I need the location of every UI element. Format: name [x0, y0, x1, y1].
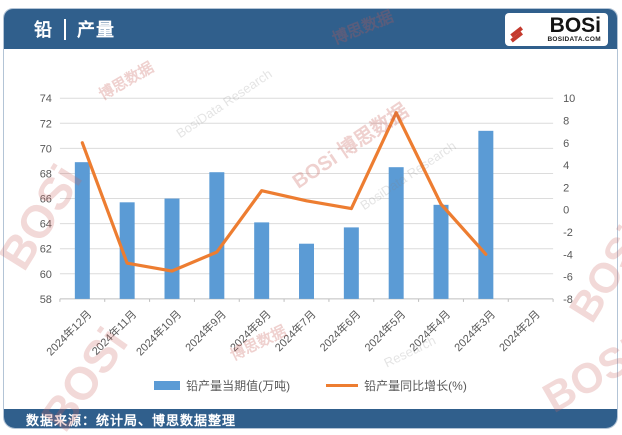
- bosi-logo: BOSi BOSIDATA.COM: [505, 12, 608, 46]
- title-divider: [64, 18, 66, 40]
- bar: [119, 202, 135, 299]
- trend-line: [80, 111, 488, 273]
- legend-line-label: 铅产量同比增长(%): [364, 379, 467, 393]
- bar: [299, 243, 314, 299]
- left-axis-tick-label: 64: [40, 219, 52, 231]
- bar: [209, 172, 225, 299]
- left-axis-tick-label: 68: [40, 168, 52, 180]
- card-header: 铅 产量 BOSi BOSIDATA.COM: [4, 9, 617, 49]
- x-axis-label: 2024年8月: [227, 307, 274, 354]
- legend-line-swatch: [326, 384, 359, 387]
- title-name: 产量: [77, 20, 115, 40]
- combo-chart: 586062646668707274-8-6-4-202468102024年12…: [40, 93, 576, 358]
- left-axis-tick-label: 72: [40, 118, 52, 130]
- logo-main: BOSi BOSIDATA.COM: [547, 15, 601, 44]
- bar: [343, 227, 359, 299]
- logo-text: BOSi: [549, 13, 601, 37]
- page-title: 铅 产量: [34, 16, 115, 42]
- right-axis-tick-label: 6: [563, 138, 569, 150]
- chart-area: 58 60 62 64 66 68 70 72 74 -8 -6 -4 -2 0 2 4 6 8 10 2024年12…: [4, 49, 617, 409]
- bar: [478, 130, 494, 299]
- card-footer: 数据来源：统计局、博思数据整理: [4, 409, 617, 428]
- x-axis-label: 2024年7月: [272, 307, 319, 354]
- x-axis-label: 2024年12月: [43, 307, 94, 358]
- left-axis-tick-label: 62: [40, 244, 52, 256]
- x-axis-label: 2024年11月: [89, 307, 140, 358]
- chart-card: 铅 产量 BOSi BOSIDATA.COM 58 60 62 64 66 68 70 72 7…: [3, 8, 618, 429]
- legend-bar-swatch: [154, 381, 181, 390]
- x-axis-label: 2024年2月: [496, 307, 543, 354]
- legend-bar-label: 铅产量当期值(万吨): [186, 379, 291, 393]
- title-prefix: 铅: [34, 20, 53, 40]
- right-axis-tick-label: 10: [563, 93, 575, 105]
- right-axis-tick-label: -6: [563, 272, 573, 284]
- right-axis-tick-label: 4: [563, 160, 569, 172]
- x-axis-label: 2024年9月: [182, 307, 229, 354]
- logo-slashes-icon: [510, 25, 523, 42]
- right-axis-tick-label: -8: [563, 294, 573, 306]
- left-axis-tick-label: 60: [40, 269, 52, 281]
- right-axis-tick-label: -4: [563, 249, 573, 261]
- data-source-text: 数据来源：统计局、博思数据整理: [26, 412, 237, 428]
- left-axis-tick-label: 74: [40, 93, 52, 105]
- right-axis-tick-label: 8: [563, 116, 569, 128]
- chart-legend: 铅产量当期值(万吨) 铅产量同比增长(%): [4, 377, 617, 394]
- right-axis-tick-label: -2: [563, 227, 573, 239]
- x-axis-label: 2024年3月: [451, 307, 498, 354]
- bar: [433, 204, 449, 299]
- right-axis-tick-label: 0: [563, 205, 569, 217]
- left-axis-tick-label: 70: [40, 143, 52, 155]
- x-axis-label: 2024年10月: [133, 307, 184, 358]
- left-axis-tick-label: 58: [40, 294, 52, 306]
- left-axis-tick-label: 66: [40, 194, 52, 206]
- bar: [164, 198, 180, 299]
- x-axis-label: 2024年5月: [361, 307, 408, 354]
- x-axis-label: 2024年4月: [406, 307, 453, 354]
- x-axis-label: 2024年6月: [316, 307, 363, 354]
- bar: [388, 167, 404, 299]
- bar: [74, 162, 90, 299]
- logo-subtext: BOSIDATA.COM: [547, 35, 601, 43]
- right-axis-tick-label: 2: [563, 182, 569, 194]
- bar: [254, 222, 270, 299]
